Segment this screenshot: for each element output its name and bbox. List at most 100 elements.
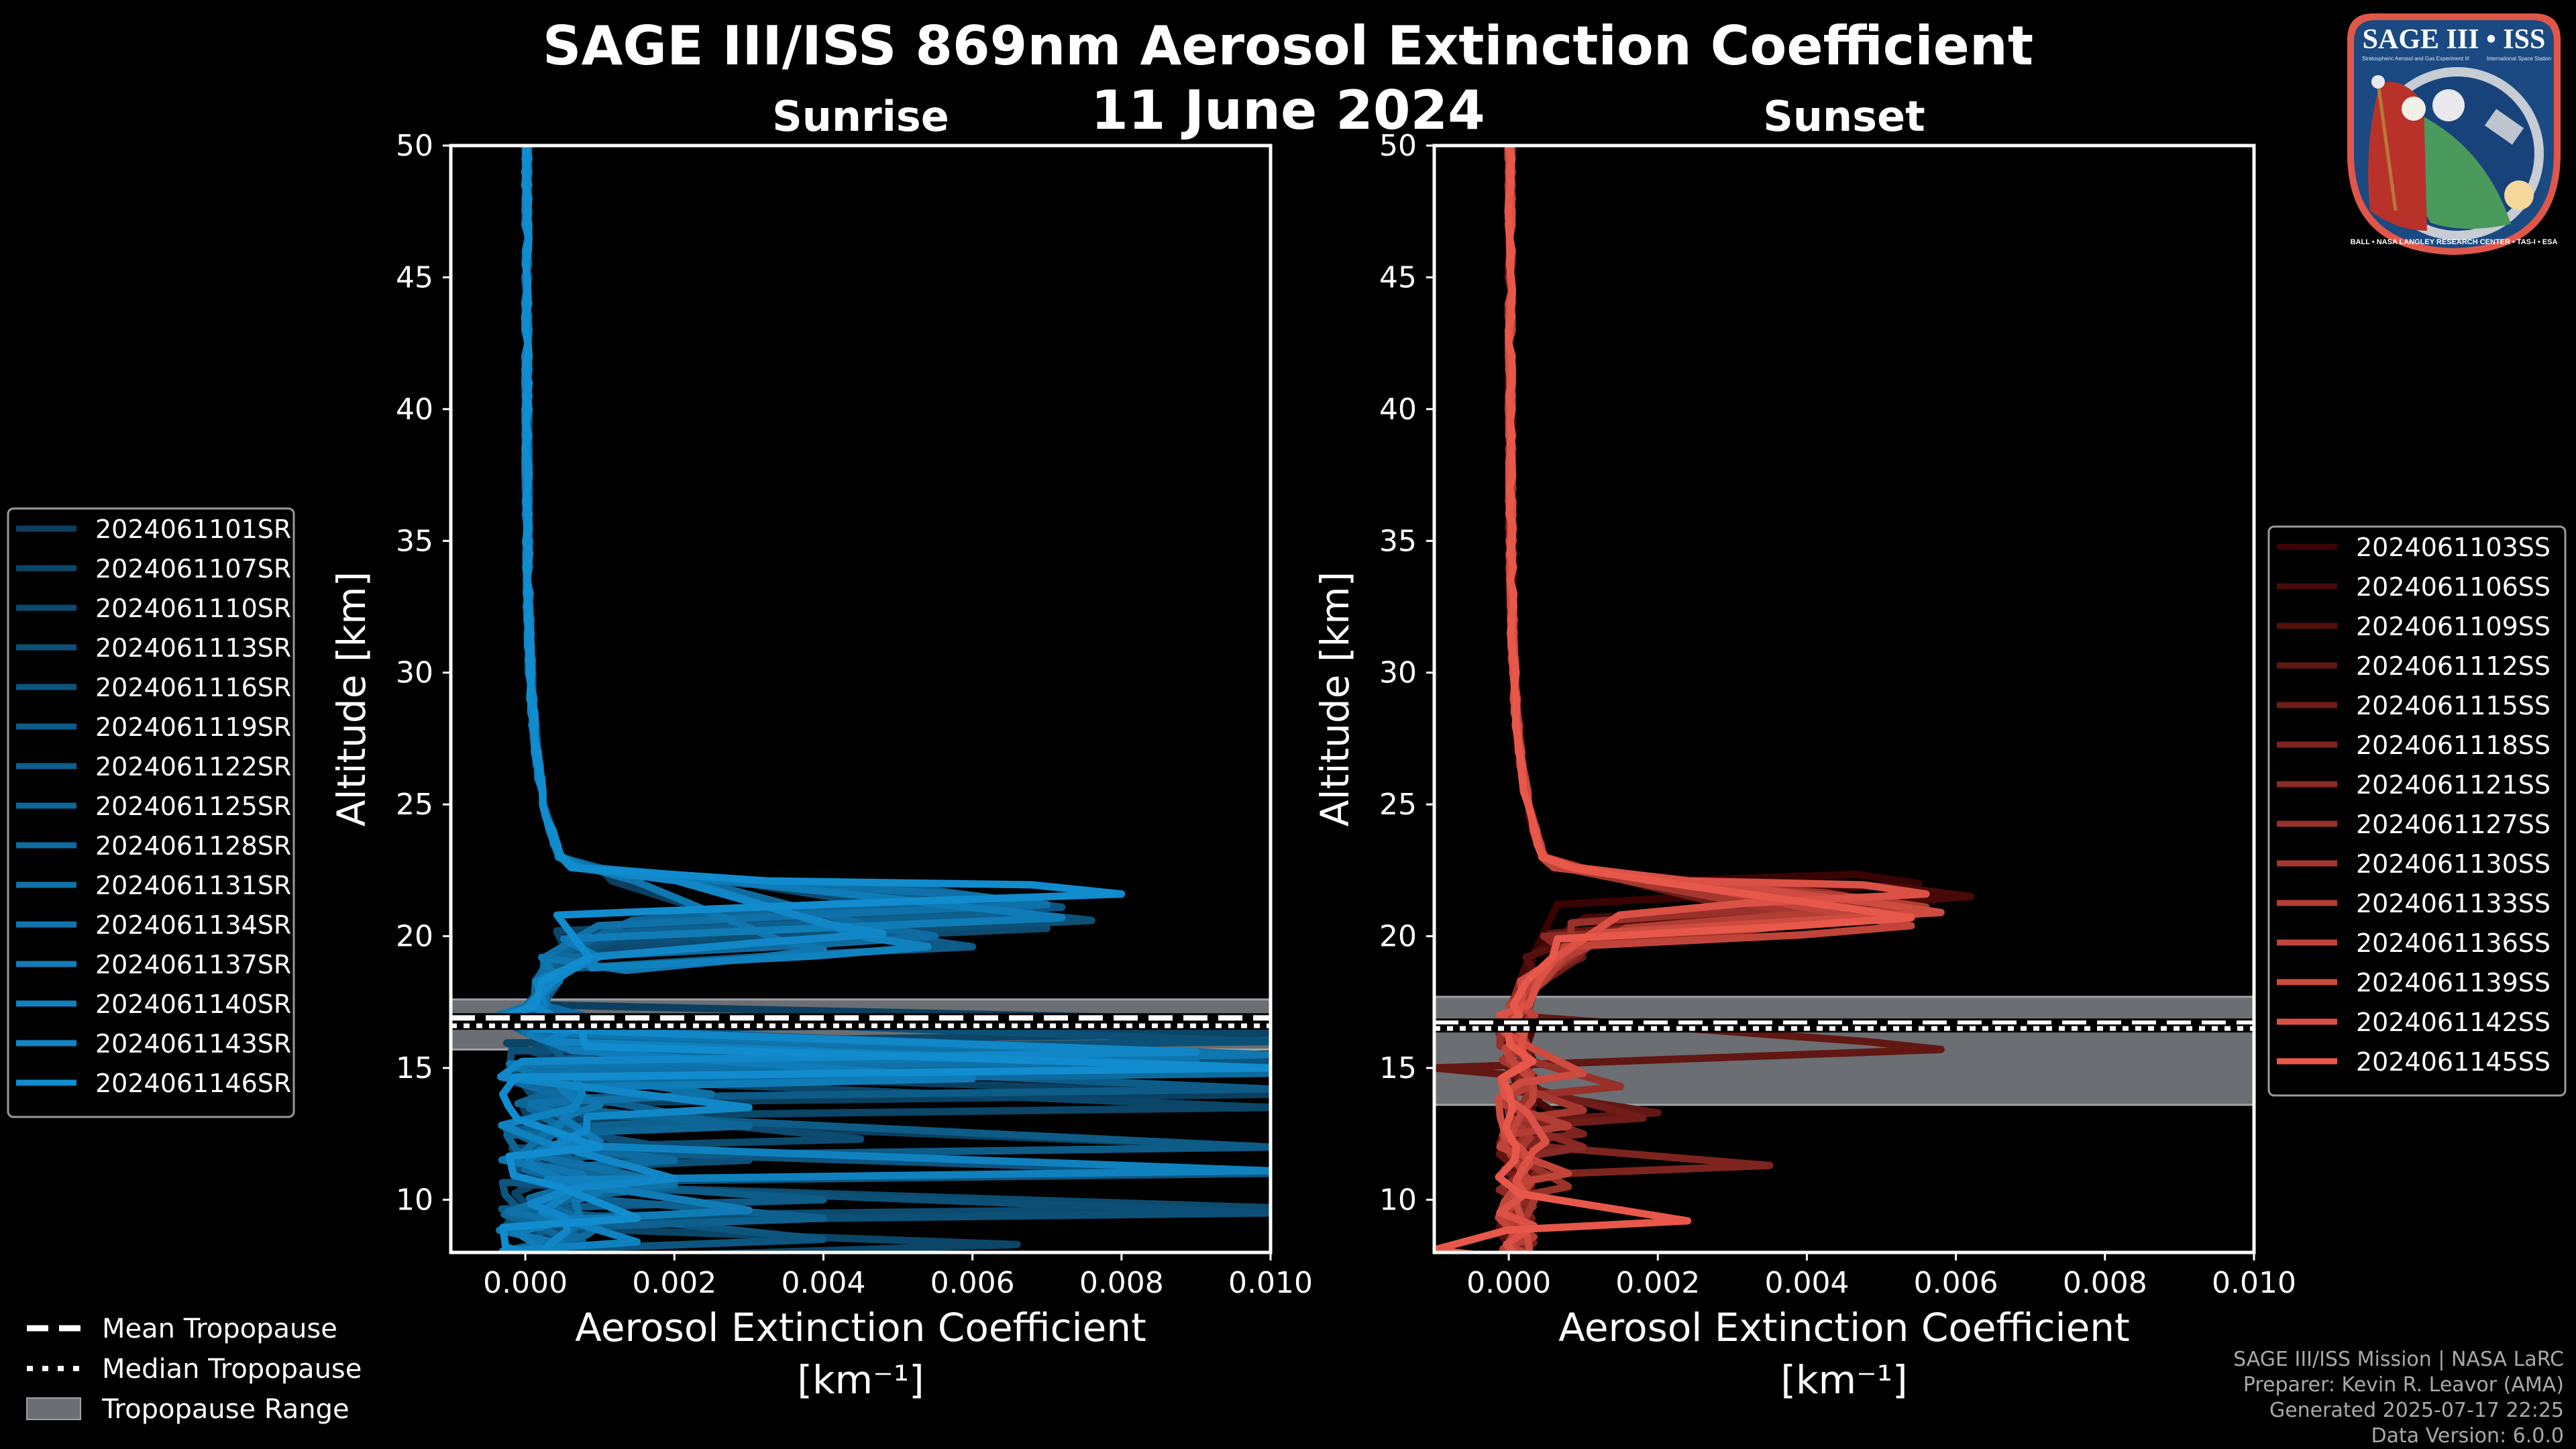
tropopause-legend-label: Tropopause Range	[101, 1394, 350, 1425]
sunset-panel: 10 15 20 25 30 35 40 45 50 0.000 0.002 0.004 0.006 0.…	[1312, 92, 2296, 1403]
legend-label-2024061143SR: 2024061143SR	[95, 1029, 291, 1059]
y-tick-label: 35	[1379, 524, 1417, 558]
x-axis-label: Aerosol Extinction Coefficient	[1558, 1305, 2130, 1350]
legend-label-2024061142SS: 2024061142SS	[2356, 1008, 2551, 1037]
y-tick-label: 15	[396, 1051, 433, 1085]
legend-label-2024061136SS: 2024061136SS	[2356, 928, 2551, 958]
legend-label-2024061127SS: 2024061127SS	[2356, 810, 2551, 839]
axes-frame	[1432, 144, 2256, 1254]
logo-iss	[2484, 109, 2524, 145]
y-axis-label: Altitude [km]	[329, 572, 374, 826]
profile-lines	[494, 146, 1271, 1252]
legend-label-2024061131SR: 2024061131SR	[95, 871, 291, 900]
logo-earth	[2410, 110, 2511, 229]
logo-staff	[2376, 83, 2398, 211]
legend-label-2024061106SS: 2024061106SS	[2356, 572, 2551, 602]
y-tick-label: 30	[396, 656, 433, 690]
footer-data-version: Data Version: 6.0.0	[2371, 1424, 2564, 1448]
x-tick-label: 0.010	[1228, 1266, 1313, 1300]
tropopause-legend-label: Median Tropopause	[102, 1354, 362, 1385]
legend-label-2024061133SS: 2024061133SS	[2356, 889, 2551, 918]
y-tick-label: 45	[396, 260, 433, 294]
legend-label-2024061137SR: 2024061137SR	[95, 950, 291, 979]
y-tick-label: 10	[396, 1183, 433, 1217]
y-tick-label: 20	[1379, 920, 1417, 954]
panel-title: Sunset	[1763, 92, 1925, 141]
x-tick-label: 0.006	[930, 1266, 1015, 1300]
legend-label-2024061103SS: 2024061103SS	[2356, 533, 2551, 562]
legend-label-2024061110SR: 2024061110SR	[95, 594, 291, 623]
x-axis-units: [km⁻¹]	[797, 1357, 924, 1403]
y-tick-label: 25	[1379, 788, 1417, 822]
legend-label-2024061109SS: 2024061109SS	[2356, 612, 2551, 641]
profile-lines	[1434, 146, 1975, 1252]
legend-frame	[2267, 525, 2567, 1097]
y-tick-label: 10	[1379, 1183, 1417, 1217]
profile-line-2024061145SS	[1434, 146, 1915, 1252]
legend-label-2024061128SR: 2024061128SR	[95, 831, 291, 861]
legend-label-2024061146SR: 2024061146SR	[95, 1069, 291, 1098]
x-axis-label: Aerosol Extinction Coefficient	[575, 1305, 1146, 1350]
logo-subtitle-2: International Space Station	[2487, 56, 2551, 62]
legend-label-2024061107SR: 2024061107SR	[95, 554, 291, 584]
y-axis-label: Altitude [km]	[1312, 572, 1358, 826]
footer-generated: Generated 2025-07-17 22:25	[2269, 1399, 2564, 1422]
legend-label-2024061112SS: 2024061112SS	[2356, 651, 2551, 681]
x-axis-units: [km⁻¹]	[1780, 1357, 1907, 1403]
y-tick-label: 25	[396, 788, 433, 822]
legend-label-2024061140SR: 2024061140SR	[95, 989, 291, 1019]
x-tick-label: 0.000	[1466, 1266, 1551, 1300]
footer-mission: SAGE III/ISS Mission | NASA LaRC	[2233, 1348, 2564, 1371]
y-tick-label: 50	[396, 129, 433, 163]
sunset-legend: 2024061103SS 2024061106SS 2024061109SS 2024…	[2267, 525, 2567, 1097]
legend-label-2024061101SR: 2024061101SR	[95, 515, 291, 544]
logo-wizard-head	[2402, 97, 2426, 121]
logo-title: SAGE III • ISS	[2363, 24, 2546, 55]
y-tick-label: 40	[396, 392, 433, 427]
axes-frame	[449, 144, 1273, 1254]
legend-label-2024061145SS: 2024061145SS	[2356, 1047, 2551, 1077]
x-tick-label: 0.004	[781, 1266, 865, 1300]
legend-label-2024061139SS: 2024061139SS	[2356, 968, 2551, 998]
x-tick-label: 0.008	[1079, 1266, 1164, 1300]
legend-label-2024061122SR: 2024061122SR	[95, 752, 291, 782]
legend-label-2024061113SR: 2024061113SR	[95, 633, 291, 663]
legend-label-2024061118SS: 2024061118SS	[2356, 731, 2551, 760]
legend-label-2024061116SR: 2024061116SR	[95, 673, 291, 702]
logo-sun	[2504, 180, 2534, 210]
legend-label-2024061115SS: 2024061115SS	[2356, 691, 2551, 720]
x-tick-label: 0.004	[1764, 1266, 1849, 1300]
sage-iii-iss-mission-logo: SAGE III • ISS Stratospheric Aerosol and…	[2347, 13, 2561, 255]
legend-label-2024061119SR: 2024061119SR	[95, 712, 291, 742]
legend-frame	[7, 507, 295, 1118]
x-tick-label: 0.008	[2063, 1266, 2147, 1300]
y-tick-label: 40	[1379, 392, 1417, 427]
y-tick-label: 35	[396, 524, 433, 558]
x-tick-label: 0.002	[632, 1266, 716, 1300]
x-tick-label: 0.000	[483, 1266, 568, 1300]
legend-label-2024061125SR: 2024061125SR	[95, 792, 291, 821]
y-tick-label: 50	[1379, 129, 1417, 163]
x-tick-label: 0.002	[1615, 1266, 1700, 1300]
tropopause-range-legend-swatch	[26, 1397, 81, 1420]
profile-line-2024061146SR	[498, 146, 1271, 1252]
logo-subtitle-1: Stratospheric Aerosol and Gas Experiment…	[2362, 56, 2469, 62]
logo-ring-text: BALL • NASA LANGLEY RESEARCH CENTER • TA…	[2351, 238, 2558, 246]
sunrise-panel: 10 15 20 25 30 35 40 45 50 0.000 0.002 0.004 0.006 0.…	[329, 92, 1313, 1403]
figure-subtitle: 11 June 2024	[1091, 79, 1485, 142]
tropopause-legend: Mean Tropopause Median Tropopause Tropopau…	[26, 1313, 362, 1425]
y-tick-label: 30	[1379, 656, 1417, 690]
footer-credits: SAGE III/ISS Mission | NASA LaRC Prepare…	[2233, 1347, 2564, 1449]
tropopause-legend-label: Mean Tropopause	[102, 1313, 337, 1344]
x-tick-label: 0.010	[2212, 1266, 2296, 1300]
figure-title: SAGE III/ISS 869nm Aerosol Extinction Co…	[542, 15, 2034, 77]
y-tick-label: 15	[1379, 1051, 1417, 1085]
x-tick-label: 0.006	[1914, 1266, 1998, 1300]
legend-label-2024061121SS: 2024061121SS	[2356, 770, 2551, 800]
legend-label-2024061134SR: 2024061134SR	[95, 910, 291, 940]
legend-label-2024061130SS: 2024061130SS	[2356, 849, 2551, 879]
y-tick-label: 45	[1379, 260, 1417, 294]
panel-title: Sunrise	[772, 92, 949, 141]
footer-preparer: Preparer: Kevin R. Leavor (AMA)	[2243, 1373, 2564, 1397]
